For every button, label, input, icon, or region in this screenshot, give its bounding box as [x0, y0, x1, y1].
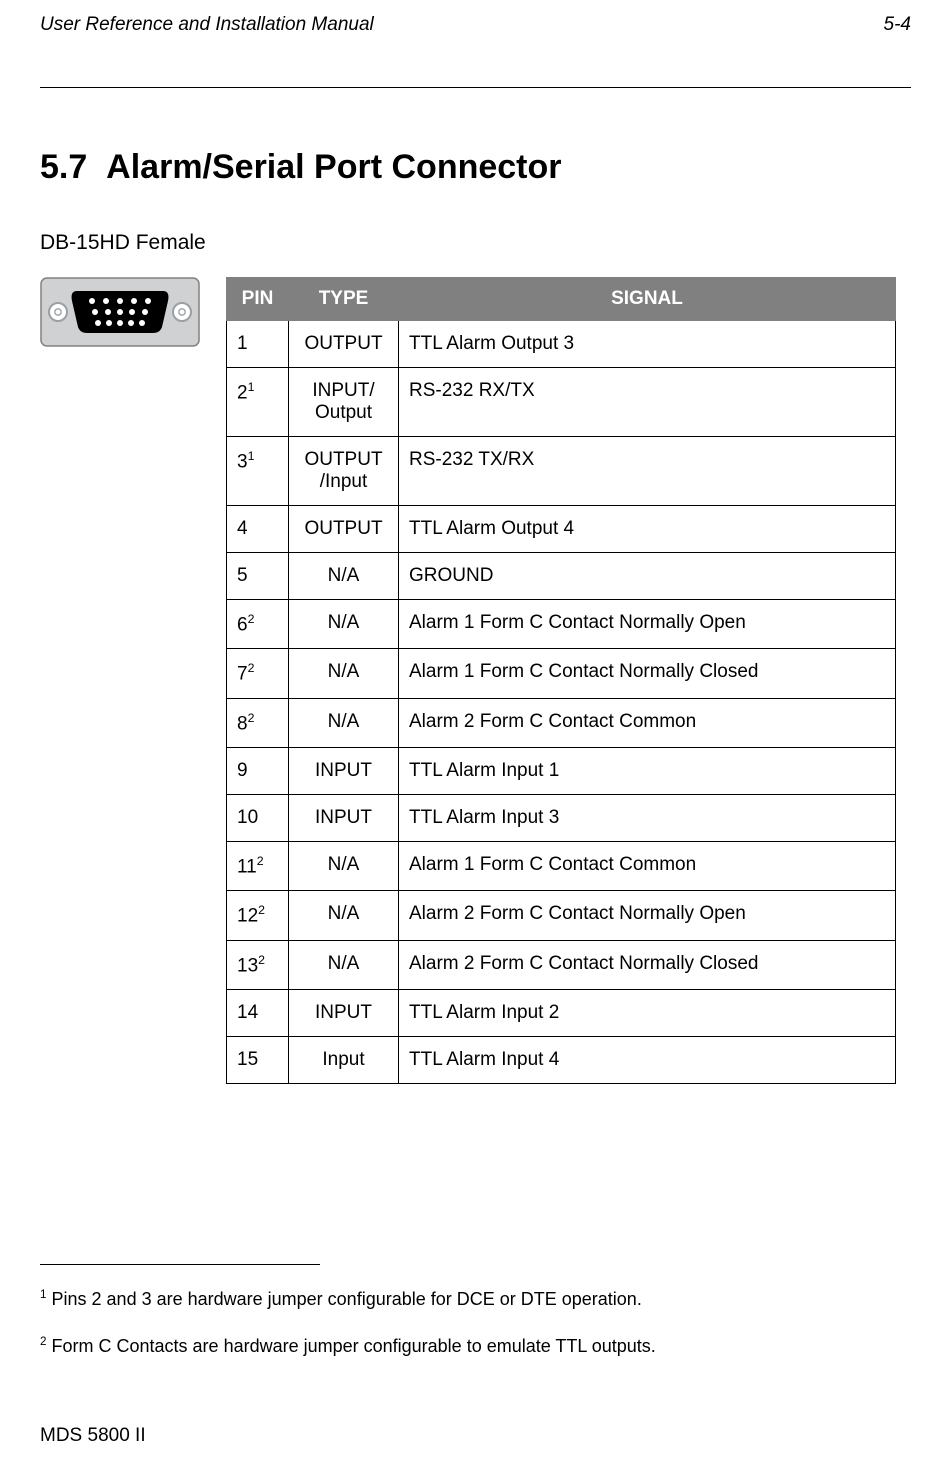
- cell-type: N/A: [289, 649, 399, 698]
- cell-pin: 10: [227, 794, 289, 841]
- cell-signal: GROUND: [399, 553, 896, 600]
- footnote-1: 1 Pins 2 and 3 are hardware jumper confi…: [40, 1287, 911, 1312]
- cell-pin: 5: [227, 553, 289, 600]
- table-row: 21INPUT/OutputRS-232 RX/TX: [227, 368, 896, 437]
- doc-title: User Reference and Installation Manual: [40, 14, 374, 36]
- cell-signal: TTL Alarm Output 3: [399, 321, 896, 368]
- cell-signal: TTL Alarm Input 2: [399, 989, 896, 1036]
- cell-pin: 1: [227, 321, 289, 368]
- cell-pin: 62: [227, 600, 289, 649]
- cell-pin: 15: [227, 1036, 289, 1083]
- table-row: 62N/AAlarm 1 Form C Contact Normally Ope…: [227, 600, 896, 649]
- cell-pin: 14: [227, 989, 289, 1036]
- cell-signal: Alarm 1 Form C Contact Common: [399, 841, 896, 890]
- table-row: 9INPUTTTL Alarm Input 1: [227, 747, 896, 794]
- footer-product: MDS 5800 II: [40, 1425, 146, 1447]
- cell-signal: TTL Alarm Input 1: [399, 747, 896, 794]
- cell-type: OUTPUT: [289, 506, 399, 553]
- table-row: 1OUTPUTTTL Alarm Output 3: [227, 321, 896, 368]
- footnote-2: 2 Form C Contacts are hardware jumper co…: [40, 1334, 911, 1359]
- cell-type: Input: [289, 1036, 399, 1083]
- content-row: PIN TYPE SIGNAL 1OUTPUTTTL Alarm Output …: [40, 277, 911, 1084]
- cell-pin: 132: [227, 940, 289, 989]
- cell-type: INPUT/Output: [289, 368, 399, 437]
- cell-signal: Alarm 1 Form C Contact Normally Closed: [399, 649, 896, 698]
- cell-pin: 31: [227, 437, 289, 506]
- cell-signal: TTL Alarm Input 4: [399, 1036, 896, 1083]
- table-row: 82N/AAlarm 2 Form C Contact Common: [227, 698, 896, 747]
- cell-pin: 21: [227, 368, 289, 437]
- cell-signal: Alarm 1 Form C Contact Normally Open: [399, 600, 896, 649]
- page-number: 5-4: [884, 14, 911, 36]
- cell-type: N/A: [289, 940, 399, 989]
- cell-type: N/A: [289, 698, 399, 747]
- cell-signal: TTL Alarm Output 4: [399, 506, 896, 553]
- header-rule: [40, 87, 911, 88]
- cell-signal: Alarm 2 Form C Contact Normally Open: [399, 891, 896, 940]
- cell-type: N/A: [289, 553, 399, 600]
- cell-type: N/A: [289, 841, 399, 890]
- pinout-table: PIN TYPE SIGNAL 1OUTPUTTTL Alarm Output …: [226, 277, 896, 1084]
- cell-signal: Alarm 2 Form C Contact Common: [399, 698, 896, 747]
- cell-pin: 122: [227, 891, 289, 940]
- footnote-2-text: Form C Contacts are hardware jumper conf…: [47, 1336, 656, 1356]
- cell-pin: 112: [227, 841, 289, 890]
- section-number: 5.7: [40, 148, 87, 186]
- cell-type: OUTPUT: [289, 321, 399, 368]
- cell-signal: TTL Alarm Input 3: [399, 794, 896, 841]
- cell-pin: 72: [227, 649, 289, 698]
- page-header: User Reference and Installation Manual 5…: [40, 0, 911, 42]
- cell-type: N/A: [289, 891, 399, 940]
- connector-icon: [40, 277, 200, 347]
- th-type: TYPE: [289, 278, 399, 321]
- table-row: 72N/AAlarm 1 Form C Contact Normally Clo…: [227, 649, 896, 698]
- table-row: 4OUTPUTTTL Alarm Output 4: [227, 506, 896, 553]
- table-row: 15InputTTL Alarm Input 4: [227, 1036, 896, 1083]
- footnote-1-text: Pins 2 and 3 are hardware jumper configu…: [47, 1289, 642, 1309]
- th-signal: SIGNAL: [399, 278, 896, 321]
- cell-signal: Alarm 2 Form C Contact Normally Closed: [399, 940, 896, 989]
- footnote-separator: [40, 1264, 320, 1265]
- cell-pin: 4: [227, 506, 289, 553]
- th-pin: PIN: [227, 278, 289, 321]
- table-row: 31OUTPUT/InputRS-232 TX/RX: [227, 437, 896, 506]
- section-title: Alarm/Serial Port Connector: [106, 148, 561, 186]
- table-row: 112N/AAlarm 1 Form C Contact Common: [227, 841, 896, 890]
- table-row: 5N/AGROUND: [227, 553, 896, 600]
- table-row: 10INPUTTTL Alarm Input 3: [227, 794, 896, 841]
- cell-type: INPUT: [289, 989, 399, 1036]
- table-row: 14INPUTTTL Alarm Input 2: [227, 989, 896, 1036]
- table-row: 122N/AAlarm 2 Form C Contact Normally Op…: [227, 891, 896, 940]
- section-heading: 5.7 Alarm/Serial Port Connector: [40, 148, 911, 187]
- table-row: 132N/AAlarm 2 Form C Contact Normally Cl…: [227, 940, 896, 989]
- connector-label: DB-15HD Female: [40, 231, 911, 255]
- cell-pin: 9: [227, 747, 289, 794]
- cell-signal: RS-232 RX/TX: [399, 368, 896, 437]
- cell-signal: RS-232 TX/RX: [399, 437, 896, 506]
- cell-type: INPUT: [289, 747, 399, 794]
- cell-type: N/A: [289, 600, 399, 649]
- cell-type: OUTPUT/Input: [289, 437, 399, 506]
- cell-pin: 82: [227, 698, 289, 747]
- cell-type: INPUT: [289, 794, 399, 841]
